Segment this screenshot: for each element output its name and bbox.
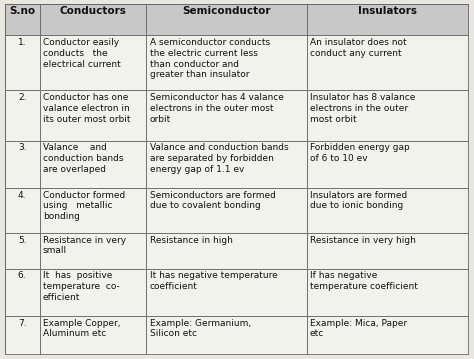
Bar bbox=[5, 35, 39, 90]
Bar bbox=[307, 233, 469, 269]
Bar bbox=[39, 269, 146, 316]
Text: 7.: 7. bbox=[18, 319, 27, 328]
Text: Valance and conduction bands
are separated by forbidden
energy gap of 1.1 ev: Valance and conduction bands are separat… bbox=[150, 143, 288, 174]
Text: 3.: 3. bbox=[18, 143, 27, 152]
Text: Forbidden energy gap
of 6 to 10 ev: Forbidden energy gap of 6 to 10 ev bbox=[310, 143, 410, 163]
Bar bbox=[39, 316, 146, 355]
Text: 1.: 1. bbox=[18, 38, 27, 47]
Bar bbox=[39, 90, 146, 140]
Text: An insulator does not
conduct any current: An insulator does not conduct any curren… bbox=[310, 38, 407, 58]
Text: Resistance in high: Resistance in high bbox=[150, 236, 233, 244]
Bar bbox=[307, 188, 469, 233]
Text: Resistance in very
small: Resistance in very small bbox=[43, 236, 126, 255]
Text: Insulator has 8 valance
electrons in the outer
most orbit: Insulator has 8 valance electrons in the… bbox=[310, 93, 415, 124]
Bar bbox=[5, 140, 39, 188]
Text: Example Copper,
Aluminum etc: Example Copper, Aluminum etc bbox=[43, 319, 120, 339]
Bar bbox=[5, 4, 39, 35]
Bar bbox=[39, 140, 146, 188]
Bar bbox=[307, 269, 469, 316]
Text: It  has  positive
temperature  co-
efficient: It has positive temperature co- efficien… bbox=[43, 271, 119, 302]
Bar bbox=[39, 35, 146, 90]
Bar bbox=[307, 90, 469, 140]
Bar bbox=[307, 316, 469, 355]
Text: 6.: 6. bbox=[18, 271, 27, 280]
Text: A semiconductor conducts
the electric current less
than conductor and
greater th: A semiconductor conducts the electric cu… bbox=[150, 38, 270, 79]
Bar bbox=[146, 90, 307, 140]
Bar bbox=[5, 316, 39, 355]
Text: Conductor easily
conducts   the
electrical current: Conductor easily conducts the electrical… bbox=[43, 38, 120, 69]
Text: Conductor formed
using   metallic
bonding: Conductor formed using metallic bonding bbox=[43, 191, 125, 221]
Bar bbox=[146, 35, 307, 90]
Bar bbox=[146, 140, 307, 188]
Bar bbox=[307, 35, 469, 90]
Text: Semiconductor: Semiconductor bbox=[182, 6, 271, 17]
Text: Semiconductor has 4 valance
electrons in the outer most
orbit: Semiconductor has 4 valance electrons in… bbox=[150, 93, 283, 124]
Bar bbox=[146, 233, 307, 269]
Bar bbox=[39, 188, 146, 233]
Bar bbox=[146, 188, 307, 233]
Bar bbox=[146, 316, 307, 355]
Text: Semiconductors are formed
due to covalent bonding: Semiconductors are formed due to covalen… bbox=[150, 191, 275, 210]
Bar bbox=[307, 4, 469, 35]
Bar bbox=[5, 90, 39, 140]
Text: It has negative temperature
coefficient: It has negative temperature coefficient bbox=[150, 271, 277, 291]
Text: 4.: 4. bbox=[18, 191, 27, 200]
Text: If has negative
temperature coefficient: If has negative temperature coefficient bbox=[310, 271, 418, 291]
Bar bbox=[307, 140, 469, 188]
Text: Conductor has one
valance electron in
its outer most orbit: Conductor has one valance electron in it… bbox=[43, 93, 130, 124]
Text: Conductors: Conductors bbox=[60, 6, 127, 17]
Text: S.no: S.no bbox=[9, 6, 35, 17]
Text: Insulators: Insulators bbox=[358, 6, 418, 17]
Bar bbox=[5, 233, 39, 269]
Bar bbox=[5, 188, 39, 233]
Text: 2.: 2. bbox=[18, 93, 27, 102]
Text: 5.: 5. bbox=[18, 236, 27, 244]
Text: Resistance in very high: Resistance in very high bbox=[310, 236, 416, 244]
Bar bbox=[146, 4, 307, 35]
Text: Insulators are formed
due to ionic bonding: Insulators are formed due to ionic bondi… bbox=[310, 191, 407, 210]
Bar bbox=[39, 233, 146, 269]
Text: Example: Germanium,
Silicon etc: Example: Germanium, Silicon etc bbox=[150, 319, 251, 339]
Text: Valance    and
conduction bands
are overlaped: Valance and conduction bands are overlap… bbox=[43, 143, 123, 174]
Bar bbox=[39, 4, 146, 35]
Bar bbox=[5, 269, 39, 316]
Text: Example: Mica, Paper
etc: Example: Mica, Paper etc bbox=[310, 319, 407, 339]
Bar bbox=[146, 269, 307, 316]
